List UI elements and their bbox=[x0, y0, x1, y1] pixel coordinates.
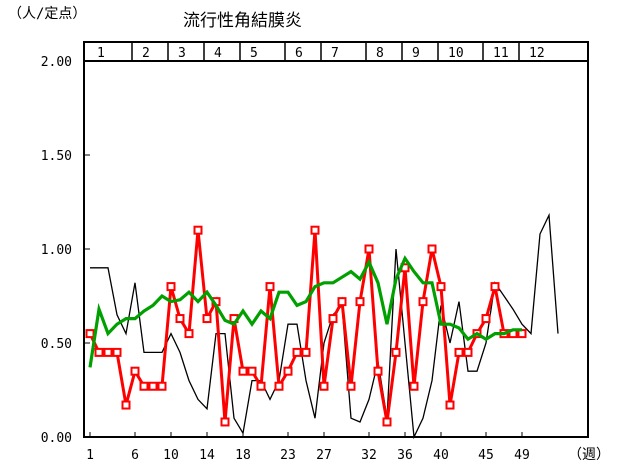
y-axis-ticks: 0.00 0.50 1.00 1.50 2.00 bbox=[41, 55, 90, 446]
plot-series bbox=[85, 212, 559, 440]
x-tick-label: 23 bbox=[280, 448, 296, 463]
y-tick-label: 1.50 bbox=[41, 149, 72, 164]
y-tick-label: 2.00 bbox=[41, 55, 72, 70]
x-axis-ticks: 1 6 10 14 18 23 27 32 36 40 45 49 bbox=[86, 432, 530, 463]
plot-frame bbox=[83, 41, 589, 438]
y-tick-label: 0.00 bbox=[41, 431, 72, 446]
month-label: 5 bbox=[250, 46, 258, 61]
series-2-point bbox=[391, 347, 401, 357]
series-2-point bbox=[418, 297, 428, 307]
series-2-point bbox=[373, 366, 383, 376]
month-label: 11 bbox=[493, 46, 509, 61]
series-2-point bbox=[238, 366, 248, 376]
series-2-point bbox=[427, 244, 437, 254]
series-2-point bbox=[283, 366, 293, 376]
y-axis-label: （人/定点） bbox=[8, 6, 86, 22]
series-2-point bbox=[328, 314, 338, 324]
series-2-point bbox=[103, 347, 113, 357]
x-tick-label: 27 bbox=[316, 448, 332, 463]
x-axis-label: （週） bbox=[568, 447, 610, 463]
y-tick-label: 1.00 bbox=[41, 243, 72, 258]
x-tick-label: 40 bbox=[433, 448, 449, 463]
month-header-row: 1 2 3 4 5 6 7 8 9 10 11 12 bbox=[84, 42, 588, 62]
month-label: 8 bbox=[376, 46, 384, 61]
series-2-point bbox=[364, 244, 374, 254]
series-line-1 bbox=[90, 212, 559, 440]
series-2-point bbox=[139, 381, 149, 391]
x-tick-label: 6 bbox=[131, 448, 139, 463]
x-tick-label: 45 bbox=[478, 448, 494, 463]
chart-title: 流行性角結膜炎 bbox=[183, 11, 302, 31]
y-tick-label: 0.50 bbox=[41, 337, 72, 352]
series-2-point bbox=[157, 381, 167, 391]
series-2-point bbox=[319, 381, 329, 391]
series-2-point bbox=[454, 347, 464, 357]
series-2-point bbox=[121, 400, 131, 410]
series-2-point bbox=[112, 347, 122, 357]
series-2-point bbox=[166, 282, 176, 292]
month-label: 1 bbox=[97, 46, 105, 61]
series-2-point bbox=[463, 347, 473, 357]
series-2-point bbox=[436, 282, 446, 292]
series-2-point bbox=[346, 381, 356, 391]
x-tick-label: 10 bbox=[163, 448, 179, 463]
series-2-point bbox=[175, 314, 185, 324]
series-2-point bbox=[193, 225, 203, 235]
series-2-point bbox=[148, 381, 158, 391]
month-label: 3 bbox=[178, 46, 186, 61]
month-label: 7 bbox=[331, 46, 339, 61]
month-label: 2 bbox=[142, 46, 150, 61]
series-2-point bbox=[301, 347, 311, 357]
series-2-point bbox=[292, 347, 302, 357]
series-2-point bbox=[184, 329, 194, 339]
month-label: 6 bbox=[295, 46, 303, 61]
series-2-point bbox=[409, 381, 419, 391]
series-2-point bbox=[355, 297, 365, 307]
series-2-point bbox=[265, 282, 275, 292]
series-2-point bbox=[256, 381, 266, 391]
x-tick-label: 14 bbox=[199, 448, 215, 463]
series-2-point bbox=[85, 329, 95, 339]
month-label: 12 bbox=[529, 46, 545, 61]
month-label: 10 bbox=[448, 46, 464, 61]
series-2-point bbox=[382, 417, 392, 427]
x-tick-label: 1 bbox=[86, 448, 94, 463]
x-tick-label: 36 bbox=[397, 448, 413, 463]
series-2-point bbox=[337, 297, 347, 307]
series-2-point bbox=[202, 314, 212, 324]
month-label: 9 bbox=[412, 46, 420, 61]
x-tick-label: 49 bbox=[514, 448, 530, 463]
series-2-point bbox=[247, 366, 257, 376]
series-2-point bbox=[130, 366, 140, 376]
x-tick-label: 18 bbox=[235, 448, 251, 463]
series-2-point bbox=[445, 400, 455, 410]
series-2-point bbox=[481, 314, 491, 324]
month-label: 4 bbox=[214, 46, 222, 61]
series-2-point bbox=[94, 347, 104, 357]
series-2-point bbox=[274, 381, 284, 391]
x-tick-label: 32 bbox=[361, 448, 377, 463]
series-2-point bbox=[490, 282, 500, 292]
series-2-point bbox=[220, 417, 230, 427]
series-2-point bbox=[310, 225, 320, 235]
